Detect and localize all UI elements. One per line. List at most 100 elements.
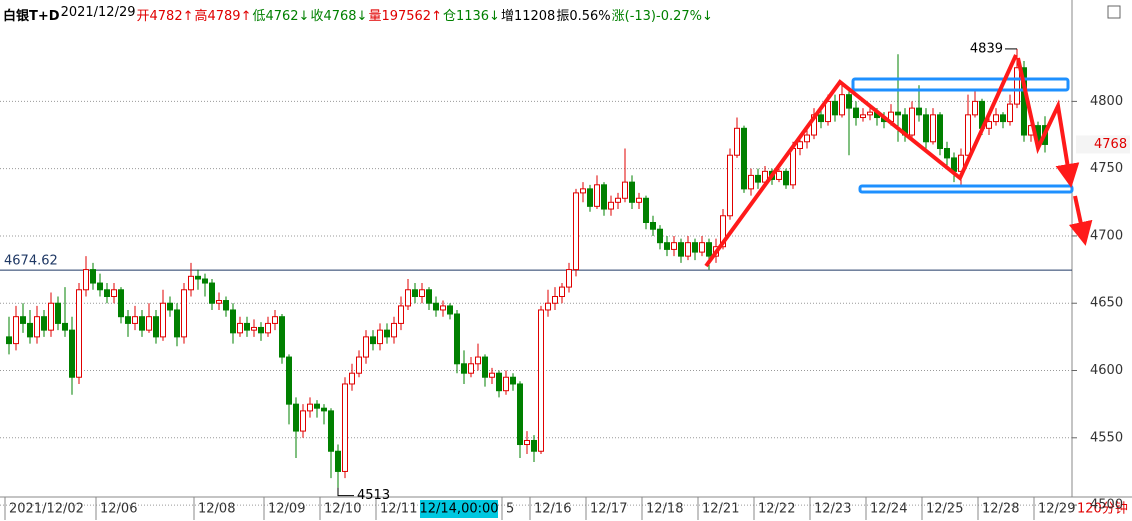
high-label: 4839 bbox=[970, 41, 1003, 56]
candle-body bbox=[566, 269, 572, 288]
candle-body bbox=[657, 228, 663, 244]
candle-body bbox=[622, 181, 628, 199]
candle-body bbox=[776, 170, 782, 180]
candle-body bbox=[986, 121, 992, 129]
candle-body bbox=[867, 111, 873, 116]
candle-body bbox=[34, 316, 40, 338]
candle-body bbox=[629, 181, 635, 203]
candle-body bbox=[216, 300, 222, 304]
candle-body bbox=[650, 221, 656, 230]
header-item: 白银T+D bbox=[3, 9, 60, 24]
candle-body bbox=[202, 278, 208, 284]
low-label: 4513 bbox=[357, 488, 390, 503]
drawn-arrow bbox=[1068, 195, 1093, 246]
candle-body bbox=[699, 242, 705, 253]
candle-body bbox=[125, 316, 131, 324]
header-item: 增11208 bbox=[500, 9, 556, 24]
candle-body bbox=[587, 188, 593, 207]
header-item: 2021/12/29 bbox=[60, 5, 136, 20]
candle-body bbox=[447, 305, 453, 315]
drawn-box bbox=[858, 184, 1074, 194]
candle-body bbox=[818, 114, 824, 123]
candle-body bbox=[279, 316, 285, 358]
reference-label: 4674.62 bbox=[4, 254, 58, 269]
header-item: 涨(-13)-0.27%↓ bbox=[611, 9, 713, 24]
candle-body bbox=[272, 316, 278, 324]
cursor-box bbox=[420, 500, 498, 518]
header-item: 仓1136↓ bbox=[442, 9, 500, 24]
candle-body bbox=[559, 286, 565, 298]
candle-body bbox=[790, 147, 796, 186]
x-tick-label: 12/29 bbox=[1038, 502, 1075, 517]
candle-body bbox=[349, 372, 355, 385]
y-tick-label: 4550 bbox=[1090, 430, 1123, 445]
candle-body bbox=[6, 336, 12, 345]
x-tick-label: 12/25 bbox=[926, 502, 963, 517]
candle-body bbox=[293, 403, 299, 432]
candle-body bbox=[433, 302, 439, 311]
candle-body bbox=[153, 316, 159, 338]
candle-body bbox=[48, 302, 54, 331]
candle-body bbox=[391, 322, 397, 338]
low-pointer bbox=[337, 487, 354, 497]
candle-body bbox=[909, 107, 915, 136]
candle-body bbox=[104, 289, 110, 298]
last-price-box bbox=[1076, 135, 1130, 154]
x-tick-label: 12/18 bbox=[646, 502, 683, 517]
header-item: 高4789↑ bbox=[194, 9, 252, 24]
candle-body bbox=[524, 439, 530, 446]
x-tick-label: 12/28 bbox=[982, 502, 1019, 517]
header-item: 量197562↑ bbox=[368, 9, 442, 24]
candle-body bbox=[692, 242, 698, 253]
candle-body bbox=[13, 316, 19, 345]
candle-body bbox=[370, 336, 376, 345]
candle-body bbox=[671, 242, 677, 250]
candle-body bbox=[1007, 103, 1013, 123]
y-tick-label: 4750 bbox=[1090, 161, 1123, 176]
candle-body bbox=[1000, 114, 1006, 123]
candle-body bbox=[461, 363, 467, 374]
candle-body bbox=[307, 403, 313, 412]
candle-body bbox=[545, 302, 551, 311]
candle-body bbox=[832, 100, 838, 116]
candle-body bbox=[930, 114, 936, 143]
y-tick-label: 4800 bbox=[1090, 94, 1123, 109]
header-item: 收4768↓ bbox=[310, 9, 368, 24]
header-item: 振0.56% bbox=[556, 9, 611, 24]
drawn-arrow bbox=[1016, 57, 1080, 188]
y-tick-label: 4500 bbox=[1090, 498, 1123, 513]
cursor-label: 12/14,00:00 bbox=[419, 502, 498, 517]
candle-body bbox=[300, 410, 306, 432]
candle-body bbox=[482, 356, 488, 378]
candle-body bbox=[853, 107, 859, 119]
candle-body bbox=[356, 356, 362, 374]
candle-body bbox=[510, 376, 516, 385]
candle-body bbox=[825, 100, 831, 123]
candle-body bbox=[321, 407, 327, 412]
x-tick-label: 12/09 bbox=[268, 502, 305, 517]
x-tick-label: 12/24 bbox=[870, 502, 907, 517]
candle-body bbox=[146, 316, 152, 331]
x-tick-label: 12/10 bbox=[324, 502, 361, 517]
candle-body bbox=[223, 300, 229, 311]
candle-body bbox=[643, 197, 649, 223]
drawn-box bbox=[851, 77, 1070, 92]
x-tick-label: 12/08 bbox=[198, 502, 235, 517]
candle-body bbox=[727, 154, 733, 217]
candle-body bbox=[720, 215, 726, 248]
candle-body bbox=[615, 197, 621, 203]
candle-body bbox=[916, 107, 922, 116]
candle-body bbox=[944, 147, 950, 159]
window-icon[interactable] bbox=[1107, 5, 1121, 19]
candle-body bbox=[419, 289, 425, 298]
candle-body bbox=[783, 170, 789, 186]
candle-body bbox=[258, 326, 264, 334]
candle-body bbox=[181, 289, 187, 338]
candle-body bbox=[132, 316, 138, 324]
candle-body bbox=[27, 322, 33, 338]
candle-body bbox=[55, 302, 61, 324]
candle-body bbox=[188, 275, 194, 291]
